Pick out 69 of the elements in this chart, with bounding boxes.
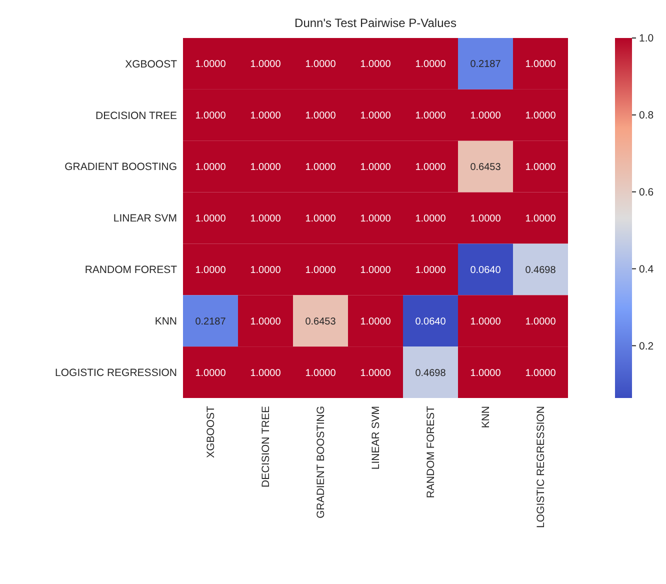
data-label: 1.0000	[250, 264, 282, 276]
data-label: 1.0000	[195, 110, 226, 122]
y-tick-label: XGBOOST	[125, 58, 178, 70]
data-label: 1.0000	[305, 162, 336, 174]
data-label: 1.0000	[360, 110, 392, 122]
x-tick-label: GRADIENT BOOSTING	[315, 406, 328, 518]
data-label: 1.0000	[305, 110, 336, 122]
y-tick-label: GRADIENT BOOSTING	[64, 161, 177, 174]
data-label: 0.6453	[470, 162, 502, 174]
y-tick-label: DECISION TREE	[96, 110, 177, 122]
y-tick-label: RANDOM FOREST	[84, 264, 178, 276]
data-label: 0.2187	[195, 316, 226, 328]
data-label: 1.0000	[195, 59, 226, 70]
data-label: 1.0000	[525, 110, 556, 122]
data-label: 1.0000	[525, 316, 556, 328]
data-label: 1.0000	[525, 368, 556, 379]
data-label: 1.0000	[470, 110, 502, 122]
data-label: 1.0000	[305, 264, 336, 276]
data-label: 1.0000	[415, 59, 446, 70]
data-label: 1.0000	[305, 59, 336, 70]
x-tick-label: XGBOOST	[205, 405, 218, 458]
data-label: 1.0000	[360, 162, 392, 174]
data-label: 1.0000	[250, 110, 282, 122]
data-label: 1.0000	[415, 214, 446, 224]
data-label: 1.0000	[360, 368, 392, 379]
data-label: 0.4698	[415, 368, 446, 379]
color-bar-label: 0.8	[639, 110, 654, 122]
data-label: 1.0000	[250, 59, 282, 70]
y-tick-label: KNN	[154, 316, 177, 328]
data-label: 0.0640	[470, 264, 502, 276]
data-label: 1.0000	[525, 162, 556, 174]
data-label: 1.0000	[250, 368, 282, 379]
data-label: 1.0000	[195, 162, 226, 174]
data-label: 1.0000	[525, 59, 556, 70]
data-label: 1.0000	[360, 214, 392, 224]
data-label: 0.4698	[525, 264, 556, 276]
x-tick-label: RANDOM FOREST	[425, 405, 438, 498]
data-label: 1.0000	[415, 162, 446, 174]
data-label: 0.2187	[470, 59, 502, 70]
data-label: 1.0000	[470, 316, 502, 328]
data-label: 1.0000	[305, 214, 336, 224]
data-label: 1.0000	[360, 316, 392, 328]
y-tick-label: LOGISTIC REGRESSION	[55, 366, 177, 379]
data-label: 1.0000	[470, 368, 502, 379]
data-label: 1.0000	[250, 214, 282, 224]
x-tick-label: LOGISTIC REGRESSION	[535, 406, 548, 528]
color-bar-label: 1.0	[639, 32, 654, 45]
data-label: 1.0000	[195, 214, 226, 224]
data-label: 1.0000	[415, 110, 446, 122]
data-label: 1.0000	[195, 264, 226, 276]
data-label: 1.0000	[470, 214, 502, 224]
data-label: 1.0000	[195, 368, 226, 379]
x-tick-label: LINEAR SVM	[370, 406, 382, 470]
data-label: 0.6453	[305, 316, 336, 328]
x-tick-label: KNN	[480, 406, 492, 428]
data-label: 1.0000	[360, 59, 392, 70]
y-tick-label: LINEAR SVM	[113, 212, 177, 225]
data-label: 1.0000	[415, 264, 446, 276]
color-bar-label: 0.4	[639, 263, 654, 276]
data-label: 1.0000	[250, 316, 282, 328]
color-bar-label: 0.6	[639, 186, 654, 199]
chart-title: Dunn's Test Pairwise P-Values	[294, 16, 456, 30]
color-bar-label: 0.2	[639, 340, 654, 352]
data-label: 0.0640	[415, 316, 446, 328]
data-label: 1.0000	[250, 162, 282, 174]
data-label: 1.0000	[305, 368, 336, 379]
data-label: 1.0000	[525, 214, 556, 224]
x-tick-label: DECISION TREE	[260, 406, 272, 488]
data-label: 1.0000	[360, 264, 392, 276]
